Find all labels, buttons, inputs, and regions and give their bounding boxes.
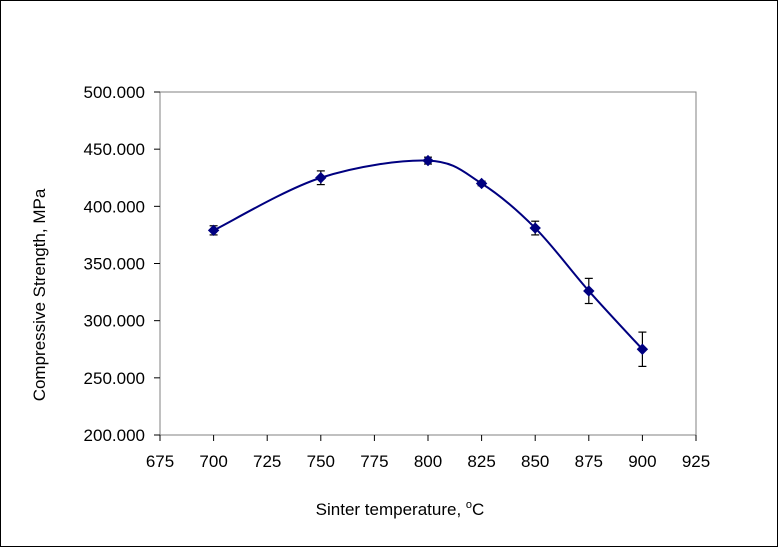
x-axis-ticks [159, 435, 697, 441]
data-markers [207, 154, 649, 355]
x-axis-unit: C [472, 500, 484, 519]
x-tick-label: 875 [575, 452, 603, 471]
x-axis-title: Sinter temperature, oC [316, 499, 485, 519]
x-tick-label: 800 [414, 452, 442, 471]
y-tick-label: 350.000 [84, 255, 145, 274]
y-tick-label: 200.000 [84, 426, 145, 445]
y-tick-label: 450.000 [84, 140, 145, 159]
x-tick-label: 700 [199, 452, 227, 471]
y-tick-label: 500.000 [84, 83, 145, 102]
data-point-marker [636, 343, 649, 355]
data-point-marker [475, 177, 488, 190]
x-tick-labels: 675 700 725 750 775 800 825 850 875 900 925 [146, 452, 710, 471]
x-axis-title-text: Sinter temperature, [316, 500, 466, 519]
x-tick-label: 900 [628, 452, 656, 471]
x-tick-label: 850 [521, 452, 549, 471]
y-tick-label: 300.000 [84, 312, 145, 331]
y-axis-ticks [154, 91, 160, 436]
plot-area [159, 91, 697, 436]
x-tick-label: 925 [682, 452, 710, 471]
data-point-marker [583, 285, 595, 297]
data-point-marker [315, 172, 327, 184]
y-tick-labels: 200.000 250.000 300.000 350.000 400.000 450.0… [84, 83, 145, 445]
data-point-marker [529, 222, 541, 234]
y-tick-label: 250.000 [84, 369, 145, 388]
data-point-marker [422, 154, 434, 167]
data-point-marker [207, 224, 220, 237]
x-tick-label: 825 [467, 452, 495, 471]
y-axis-title: Compressive Strength, MPa [30, 188, 49, 401]
x-axis-unit-superscript: o [466, 499, 472, 511]
x-tick-label: 675 [146, 452, 174, 471]
x-tick-label: 725 [253, 452, 281, 471]
y-tick-label: 400.000 [84, 197, 145, 216]
x-tick-label: 775 [360, 452, 388, 471]
x-tick-label: 750 [307, 452, 335, 471]
